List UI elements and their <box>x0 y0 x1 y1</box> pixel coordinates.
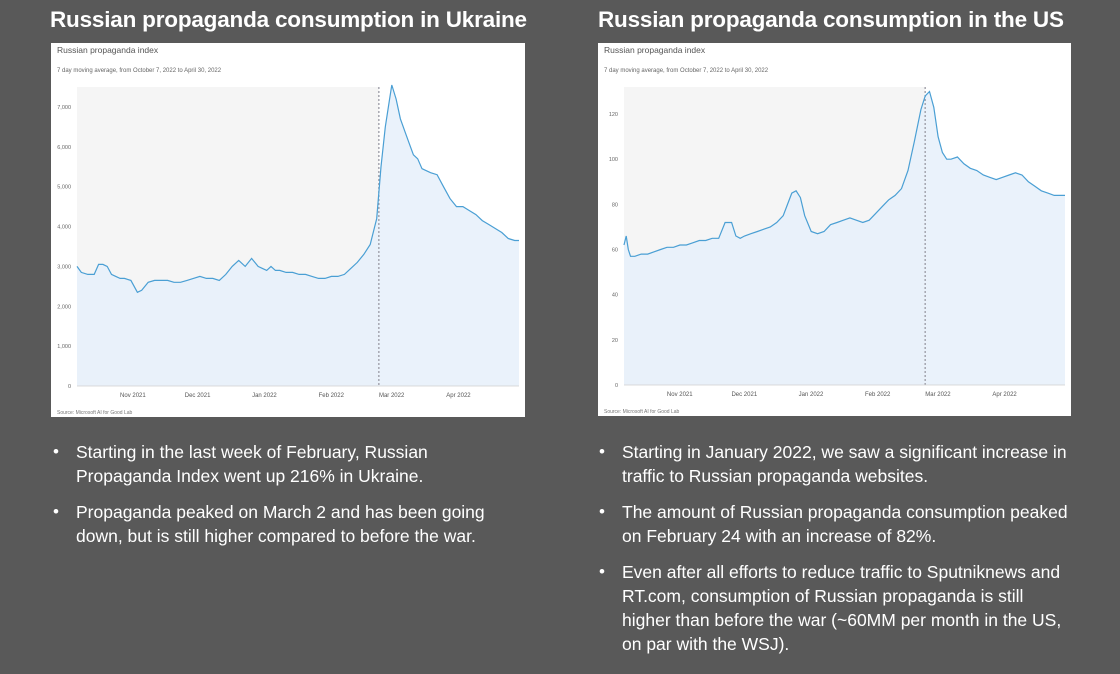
y-tick-label: 6,000 <box>57 145 71 151</box>
x-tick-label: Feb 2022 <box>319 393 345 399</box>
chart-title: Russian propaganda index <box>57 45 159 55</box>
bullet-item: • Starting in January 2022, we saw a sign… <box>596 440 1076 488</box>
series-area <box>77 85 519 386</box>
series-line <box>623 90 1065 257</box>
bullet-item: • Starting in the last week of February, … <box>50 440 520 488</box>
bullet-text: Starting in the last week of February, R… <box>76 442 428 486</box>
bullet-item: • Propaganda peaked on March 2 and has be… <box>50 500 520 548</box>
x-tick-label: Jan 2022 <box>799 392 824 398</box>
chart-source: Source: Microsoft AI for Good Lab <box>604 409 680 415</box>
bullet-text: Starting in January 2022, we saw a signi… <box>622 442 1067 486</box>
y-tick-label: 80 <box>612 202 618 208</box>
chart-card-ukraine: Russian propaganda index 7 day moving ave… <box>51 43 525 417</box>
y-tick-label: 1,000 <box>57 344 71 350</box>
series-area <box>624 91 1065 385</box>
x-tick-label: Nov 2021 <box>120 393 146 399</box>
chart-card-us: Russian propaganda index 7 day moving ave… <box>598 43 1071 416</box>
x-tick-label: Dec 2021 <box>185 393 211 399</box>
chart-title: Russian propaganda index <box>604 45 706 55</box>
series-line <box>76 84 519 294</box>
bullet-dot-icon: • <box>53 502 59 521</box>
y-tick-label: 3,000 <box>57 264 71 270</box>
y-tick-label: 0 <box>615 383 618 389</box>
bullet-text: Propaganda peaked on March 2 and has bee… <box>76 502 485 546</box>
bullet-dot-icon: • <box>599 442 605 461</box>
y-tick-label: 120 <box>609 112 618 118</box>
chart-subtitle: 7 day moving average, from October 7, 20… <box>604 68 769 74</box>
y-tick-label: 5,000 <box>57 185 71 191</box>
y-tick-label: 60 <box>612 248 618 254</box>
x-tick-label: Mar 2022 <box>925 392 951 398</box>
bullet-dot-icon: • <box>53 442 59 461</box>
x-tick-label: Dec 2021 <box>731 392 757 398</box>
bullet-dot-icon: • <box>599 502 605 521</box>
y-tick-label: 0 <box>68 384 71 390</box>
y-tick-label: 40 <box>612 293 618 299</box>
x-tick-label: Mar 2022 <box>379 393 405 399</box>
x-tick-label: Feb 2022 <box>865 392 891 398</box>
bullet-item: • Even after all efforts to reduce traffi… <box>596 560 1076 656</box>
x-tick-label: Apr 2022 <box>992 392 1017 398</box>
y-tick-label: 20 <box>612 338 618 344</box>
x-tick-label: Jan 2022 <box>252 393 277 399</box>
y-tick-label: 2,000 <box>57 304 71 310</box>
chart-ukraine: Russian propaganda index 7 day moving ave… <box>57 45 519 416</box>
x-tick-label: Nov 2021 <box>667 392 693 398</box>
y-tick-label: 100 <box>609 157 618 163</box>
y-tick-label: 4,000 <box>57 225 71 231</box>
y-tick-label: 7,000 <box>57 105 71 111</box>
chart-subtitle: 7 day moving average, from October 7, 20… <box>57 68 222 74</box>
bullet-dot-icon: • <box>599 562 605 581</box>
bullet-list-ukraine: • Starting in the last week of February, … <box>50 440 520 560</box>
chart-source: Source: Microsoft AI for Good Lab <box>57 410 133 416</box>
panel-heading: Russian propaganda consumption in the US <box>598 7 1064 32</box>
bullet-text: Even after all efforts to reduce traffic… <box>622 562 1062 654</box>
bullet-item: • The amount of Russian propaganda consum… <box>596 500 1076 548</box>
x-tick-label: Apr 2022 <box>446 393 471 399</box>
chart-us: Russian propaganda index 7 day moving ave… <box>604 45 1065 415</box>
panel-heading: Russian propaganda consumption in Ukrain… <box>50 7 527 32</box>
bullet-list-us: • Starting in January 2022, we saw a sign… <box>596 440 1076 668</box>
bullet-text: The amount of Russian propaganda consump… <box>622 502 1068 546</box>
